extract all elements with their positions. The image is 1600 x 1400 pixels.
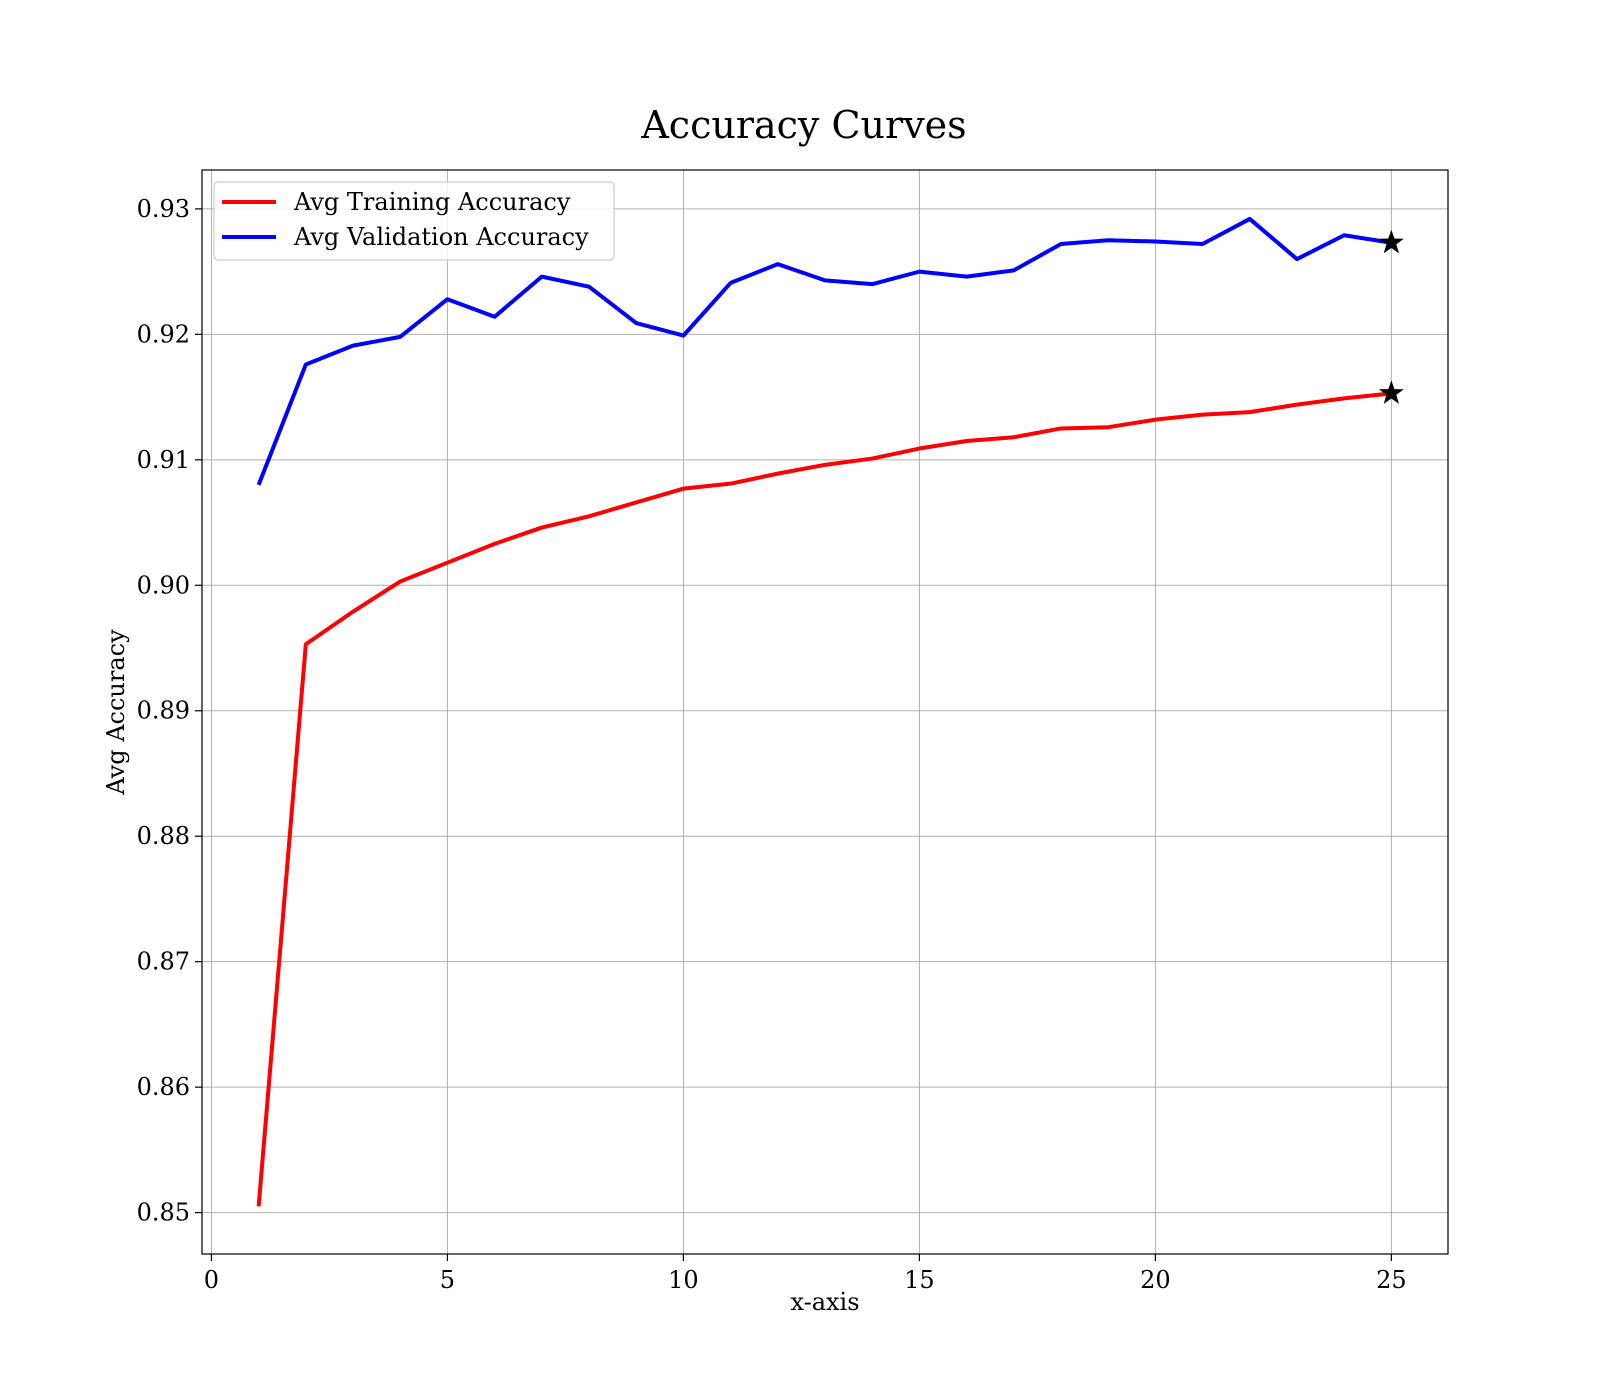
x-tick-label: 25 <box>1376 1266 1407 1294</box>
series-line-1 <box>256 391 1392 1207</box>
y-tick-label: 0.87 <box>137 948 190 976</box>
y-tick-label: 0.86 <box>137 1073 190 1101</box>
series-layer <box>256 216 1392 1207</box>
y-tick-label: 0.91 <box>137 446 190 474</box>
marker-layer <box>1379 229 1404 404</box>
y-tick-label: 0.92 <box>137 320 190 348</box>
x-tick-label: 20 <box>1140 1266 1171 1294</box>
chart-title: Accuracy Curves <box>640 103 966 147</box>
y-ticks: 0.85 0.86 0.87 0.88 0.89 0.90 0.91 0.92 0.93 <box>137 195 202 1227</box>
x-tick-label: 5 <box>440 1266 455 1294</box>
plot-frame <box>201 169 1449 1255</box>
x-ticks: 0 5 10 15 20 25 <box>204 1254 1407 1294</box>
y-tick-label: 0.90 <box>137 571 190 599</box>
y-tick-label: 0.85 <box>137 1199 190 1227</box>
grid <box>202 170 1448 1254</box>
y-tick-label: 0.88 <box>137 822 190 850</box>
x-axis-label: x-axis <box>790 1288 859 1316</box>
legend: Avg Training Accuracy Avg Validation Accu… <box>213 181 615 261</box>
star-marker <box>1379 380 1404 404</box>
legend-label: Avg Validation Accuracy <box>293 223 589 251</box>
y-tick-label: 0.89 <box>137 697 190 725</box>
x-tick-label: 15 <box>904 1266 935 1294</box>
series-line-2 <box>256 216 1392 486</box>
star-marker <box>1379 229 1404 254</box>
y-axis-label: Avg Accuracy <box>102 629 130 796</box>
x-tick-label: 10 <box>668 1266 699 1294</box>
legend-box <box>213 181 615 261</box>
y-tick-label: 0.93 <box>137 195 190 223</box>
legend-label: Avg Training Accuracy <box>293 188 571 216</box>
x-tick-label: 0 <box>204 1266 219 1294</box>
